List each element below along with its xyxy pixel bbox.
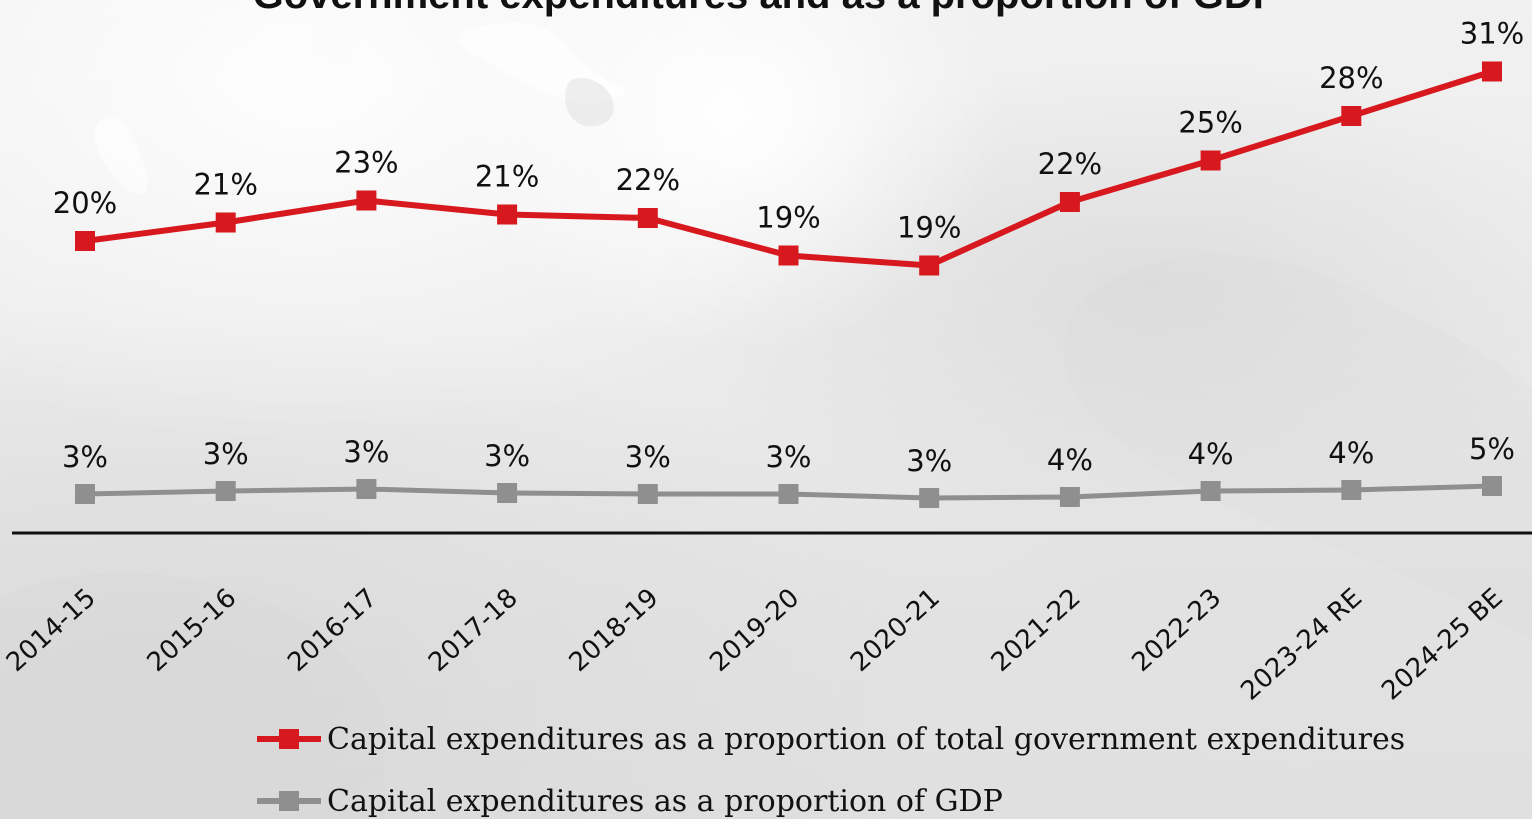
series-2-data-label-2017-18: 3% [484, 439, 530, 473]
series-2-point-2020-21 [919, 488, 940, 508]
x-tick-label-2017-18: 2017-18 [423, 583, 524, 678]
legend: Capital expenditures as a proportion of … [257, 722, 1405, 819]
series-2-point-2019-20 [778, 484, 799, 504]
series-2-data-label-2014-15: 3% [62, 440, 108, 474]
series-1-data-label-2021-22: 22% [1038, 147, 1102, 181]
series-2-point-2018-19 [637, 484, 658, 504]
series-layer: 20%21%23% 21% 22%19% 19%22%25%28%31%3% 3% 3% 3… [53, 17, 1524, 508]
series-1-point-2018-19 [637, 208, 658, 228]
series-2-point-2022-23 [1200, 481, 1221, 501]
series-1-data-label-2020-21: 19% [897, 211, 961, 245]
series-1-data-label-2015-16: 21% [193, 168, 257, 202]
series-2-data-label-2018-19: 3% [625, 440, 671, 474]
series-2-point-2016-17 [356, 479, 377, 499]
series-2-data-label-2020-21: 3% [906, 444, 952, 478]
series-2-point-2014-15 [75, 484, 95, 504]
legend-item-2: Capital expenditures as a proportion of … [257, 784, 1003, 819]
series-1: 20% 21% 23% 21% 22% 19% 19% 22% 25% 28% 31% [53, 17, 1524, 276]
series-1-point-2021-22 [1059, 192, 1080, 212]
series-1-point-2017-18 [497, 204, 518, 225]
series-1-point-2015-16 [215, 212, 236, 233]
series-1-point-2014-15 [75, 231, 95, 251]
series-1-point-2019-20 [778, 245, 799, 266]
series-1-point-2020-21 [919, 255, 940, 276]
series-2-point-2015-16 [215, 481, 236, 501]
series-1-data-label-2022-23: 25% [1178, 106, 1242, 140]
series-1-data-label-2017-18: 21% [475, 160, 539, 194]
series-2-data-label-2016-17: 3% [343, 435, 389, 469]
legend-label-2: Capital expenditures as a proportion of … [327, 784, 1003, 819]
series-1-data-label-2023-24-re: 28% [1319, 61, 1383, 95]
series-1-data-label-2019-20: 19% [756, 201, 820, 235]
chart-title: Government expenditures and as a proport… [253, 0, 1280, 17]
series-1-data-label-2016-17: 23% [334, 146, 398, 180]
x-tick-label-2022-23: 2022-23 [1126, 583, 1227, 678]
series-2-point-2021-22 [1059, 487, 1080, 507]
legend-marker-2 [279, 791, 299, 811]
series-2-point-2017-18 [497, 483, 518, 503]
series-1-point-2023-24-re [1341, 106, 1362, 126]
x-tick-label-2018-19: 2018-19 [564, 583, 665, 678]
series-1-data-label-2024-25-be: 31% [1460, 17, 1524, 51]
series-line-1 [82, 68, 1495, 269]
series-2-data-label-2015-16: 3% [203, 437, 249, 471]
x-tick-label-2021-22: 2021-22 [986, 583, 1087, 678]
series-1-point-2022-23 [1200, 150, 1221, 171]
x-tick-label-2019-20: 2019-20 [704, 583, 805, 678]
series-1-point-2016-17 [356, 190, 377, 211]
x-tick-label-2024-25-be: 2024-25 BE [1376, 583, 1508, 706]
series-1-point-2024-25-be [1482, 61, 1502, 82]
x-tick-label-2020-21: 2020-21 [845, 583, 946, 678]
series-2-data-label-2023-24-re: 4% [1328, 436, 1374, 470]
series-1-data-label-2018-19: 22% [616, 163, 680, 197]
series-2-data-label-2024-25-be: 5% [1469, 432, 1515, 466]
paper-texture [0, 18, 1532, 819]
legend-marker-1 [279, 729, 299, 749]
series-2-data-label-2019-20: 3% [765, 440, 811, 474]
series-1-data-label-2014-15: 20% [53, 186, 117, 220]
x-tick-label-2023-24-re: 2023-24 RE [1235, 583, 1368, 707]
legend-item-1: Capital expenditures as a proportion of … [257, 722, 1405, 757]
series-2: 3% 3% 3% 3% 3% 3% 3% 4% 4% 4% 5% [62, 432, 1515, 508]
series-2-data-label-2022-23: 4% [1188, 437, 1234, 471]
series-2-point-2023-24-re [1341, 480, 1362, 500]
legend-label-1: Capital expenditures as a proportion of … [327, 722, 1405, 757]
series-2-data-label-2021-22: 4% [1047, 443, 1093, 477]
series-2-point-2024-25-be [1482, 476, 1502, 496]
